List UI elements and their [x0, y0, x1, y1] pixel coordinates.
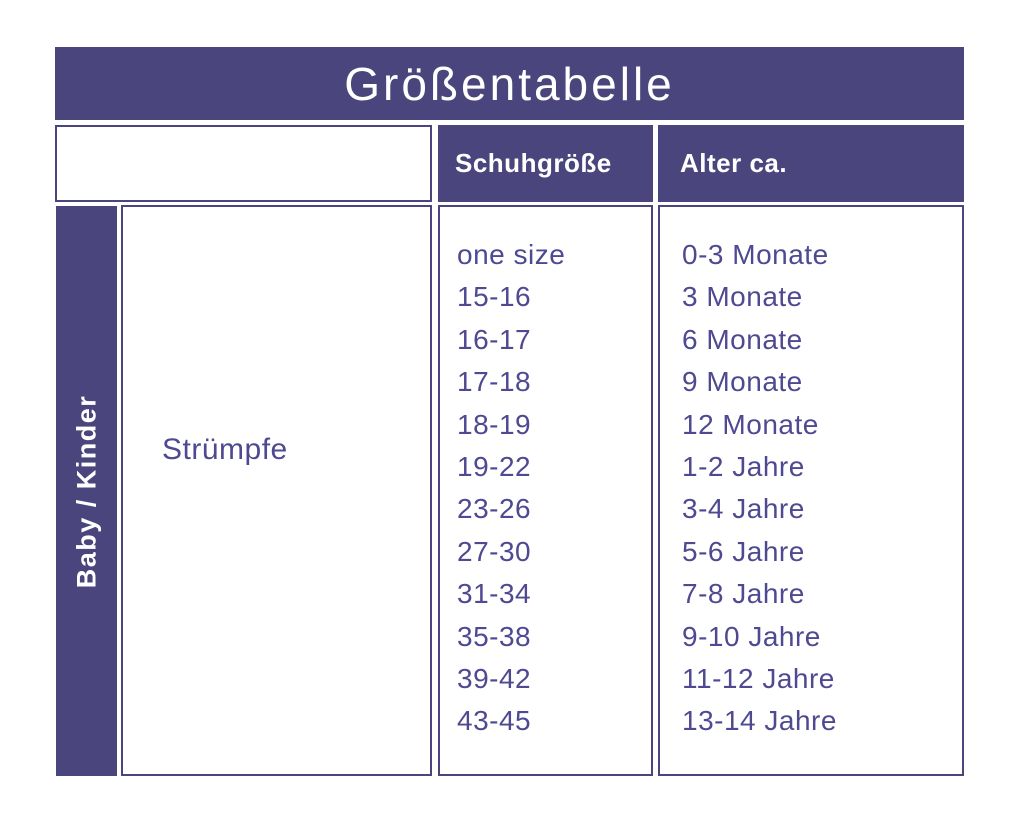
shoe-size-value: 43-45	[457, 705, 532, 737]
shoe-size-value: 35-38	[457, 620, 532, 652]
shoe-size-value: 17-18	[457, 366, 532, 398]
header-age-label: Alter ca.	[680, 148, 788, 178]
shoe-size-value: 23-26	[457, 493, 532, 525]
age-value: 3 Monate	[682, 281, 803, 313]
age-value: 0-3 Monate	[682, 239, 829, 270]
age-column: 0-3 Monate 3 Monate 6 Monate 9 Monate 12 Mon…	[658, 205, 964, 776]
category-label: Strümpfe	[162, 433, 288, 466]
age-value: 7-8 Jahre	[682, 578, 805, 610]
page-title: Größentabelle	[344, 57, 675, 110]
age-value: 11-12 Jahre	[682, 662, 835, 694]
title-bar: Größentabelle	[55, 47, 964, 120]
shoe-size-values: one size 15-16 16-17 17-18 18-19 19-22 23-26 27…	[440, 207, 651, 743]
age-value: 9 Monate	[682, 366, 803, 398]
shoe-size-value: 16-17	[457, 323, 532, 355]
size-table: Größentabelle Schuhgröße Alter ca. Baby …	[55, 47, 964, 777]
shoe-size-value: 15-16	[457, 281, 532, 313]
age-value: 6 Monate	[682, 323, 803, 355]
sidebar-label: Baby / Kinder	[71, 394, 102, 588]
sidebar-baby-kinder: Baby / Kinder	[56, 206, 117, 776]
age-value: 1-2 Jahre	[682, 450, 805, 482]
age-values: 0-3 Monate 3 Monate 6 Monate 9 Monate 12 Mon…	[660, 207, 962, 743]
category-cell: Strümpfe	[121, 205, 432, 776]
shoe-size-value: 19-22	[457, 450, 532, 482]
shoe-size-column: one size 15-16 16-17 17-18 18-19 19-22 23-26 27…	[438, 205, 653, 776]
header-shoe-size-label: Schuhgröße	[455, 148, 612, 178]
header-age: Alter ca.	[658, 125, 964, 202]
shoe-size-value: one size	[457, 239, 566, 270]
shoe-size-value: 18-19	[457, 408, 532, 440]
age-value: 5-6 Jahre	[682, 535, 805, 567]
age-value: 12 Monate	[682, 408, 819, 440]
header-shoe-size: Schuhgröße	[438, 125, 653, 202]
shoe-size-value: 39-42	[457, 662, 532, 694]
age-value: 9-10 Jahre	[682, 620, 821, 652]
header-blank-cell	[55, 125, 432, 202]
shoe-size-value: 27-30	[457, 535, 532, 567]
age-value: 13-14 Jahre	[682, 705, 837, 737]
shoe-size-value: 31-34	[457, 578, 532, 610]
age-value: 3-4 Jahre	[682, 493, 805, 525]
